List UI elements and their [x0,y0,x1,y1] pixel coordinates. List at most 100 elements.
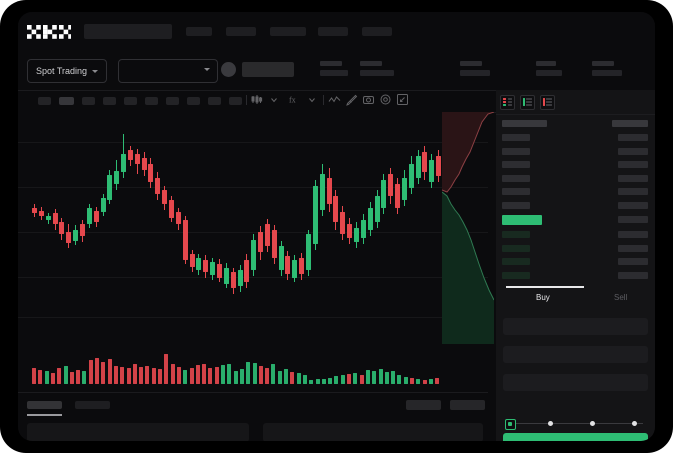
volume-chart[interactable] [18,330,488,392]
volume-bar [277,371,282,384]
candle-body [32,208,37,213]
indicators-fx-icon[interactable]: fx [288,93,301,106]
volume-bar [132,364,137,384]
candle-body [326,178,332,204]
slider-handle[interactable] [505,419,516,430]
candle-body [86,208,92,224]
search-input[interactable] [84,24,172,39]
tab-buy[interactable]: Buy [536,293,550,302]
candle-body [360,220,366,238]
camera-icon[interactable] [362,93,375,106]
volume-bar [151,368,156,384]
drawing-tools-icon[interactable] [345,93,358,106]
orderbook-ask-price[interactable] [502,188,530,195]
trading-mode-dropdown[interactable]: Spot Trading [27,59,108,83]
orderbook-bid-amount[interactable] [618,244,648,252]
slider-stop-1[interactable] [548,420,553,426]
nav-item-2[interactable] [226,27,256,36]
volume-bar [189,368,194,384]
orderbook-ask-amount[interactable] [618,161,648,168]
orderbook-mode-bids-icon[interactable] [520,95,535,110]
candlestick-chart-icon[interactable] [250,93,263,106]
timeframe-2[interactable] [59,97,74,105]
submit-buy-button[interactable] [503,433,648,441]
timeframe-7[interactable] [166,97,179,105]
orderbook-ask-price[interactable] [502,147,530,155]
candle-body [258,232,264,252]
svg-text:fx: fx [289,96,296,105]
nav-item-4[interactable] [318,27,348,36]
candlestick-chart[interactable] [18,112,488,330]
timeframe-6[interactable] [145,97,158,105]
orderbook-bid-price[interactable] [502,258,530,265]
timeframe-8[interactable] [187,97,200,105]
fullscreen-icon[interactable] [396,93,409,106]
orderbook-bid-price[interactable] [502,244,530,252]
orderbook-ask-price[interactable] [502,174,530,182]
orderbook-ask-amount[interactable] [618,201,648,209]
order-amount-slider[interactable] [505,419,646,430]
orderbook-ask-price[interactable] [502,201,530,209]
timeframe-10[interactable] [229,97,242,105]
timeframe-1[interactable] [38,97,51,105]
orderbook-ask-price[interactable] [502,161,530,168]
bottom-tab-2[interactable] [75,401,110,409]
slider-stop-2[interactable] [590,420,595,426]
candle-body [155,178,161,194]
market-stat-1 [320,61,348,76]
orderbook-bid-amount[interactable] [618,258,648,265]
nav-item-5[interactable] [362,27,392,36]
nav-item-3[interactable] [270,27,306,36]
orderbook-ask-amount[interactable] [618,174,648,182]
chevron-down-icon[interactable] [308,93,316,106]
orderbook-last-amount [618,216,648,223]
market-sub-toolbar: Spot Trading [18,50,655,91]
order-price-field[interactable] [503,318,648,335]
volume-bar [101,362,106,384]
orderbook-mode-asks-icon[interactable] [540,95,555,110]
timeframe-3[interactable] [82,97,95,105]
orderbook-last-price-highlight[interactable] [502,215,542,225]
orderbook-mode-both-icon[interactable] [500,95,515,110]
volume-bar [170,364,175,384]
volume-bar [296,373,301,384]
orderbook-ask-amount[interactable] [618,147,648,155]
chevron-down-icon[interactable] [270,93,278,106]
orderbook-ask-amount[interactable] [618,188,648,195]
orderbook-bid-amount[interactable] [618,231,648,238]
volume-bar [435,378,440,384]
candle-body [203,260,209,272]
order-amount-field[interactable] [503,346,648,363]
timeframe-5[interactable] [124,97,137,105]
volume-bar [208,368,213,384]
bottom-action-button-2[interactable] [450,400,485,410]
timeframe-9[interactable] [208,97,221,105]
candle-body [408,164,414,188]
chart-gridline [18,187,488,188]
bottom-tab-1[interactable] [27,401,62,409]
pair-select-dropdown[interactable] [118,59,218,83]
settings-gear-icon[interactable] [379,93,392,106]
orderbook-bid-price[interactable] [502,271,530,279]
candle-body [52,213,58,224]
slider-stop-3[interactable] [632,420,637,426]
timeframe-4[interactable] [103,97,116,105]
volume-bar [214,367,219,384]
orderbook-bid-amount[interactable] [618,271,648,279]
orderbook-ask-price[interactable] [502,134,530,141]
orderbook-bid-price[interactable] [502,231,530,238]
nav-item-1[interactable] [186,27,212,36]
volume-bar [428,379,433,384]
candle-body [401,178,407,200]
volume-bar [120,367,125,384]
market-stat-4 [536,61,562,76]
volume-bar [32,368,36,384]
candle-body [182,220,188,260]
bottom-action-button-1[interactable] [406,400,441,410]
active-tab-indicator [506,286,584,288]
orderbook-ask-amount[interactable] [618,134,648,141]
line-chart-icon[interactable] [328,93,341,106]
order-total-field[interactable] [503,374,648,391]
tab-sell[interactable]: Sell [614,293,628,302]
okx-logo-icon[interactable] [27,25,71,39]
